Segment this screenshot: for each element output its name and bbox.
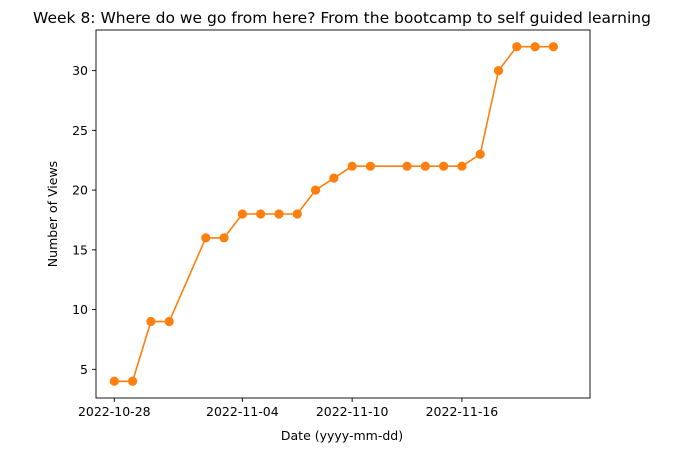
data-point [292, 209, 302, 219]
data-point [237, 209, 247, 219]
data-point [201, 233, 211, 243]
x-axis-label: Date (yyyy-mm-dd) [281, 428, 403, 443]
x-axis: 2022-10-28 2022-11-04 2022-11-10 2022-11-16 [78, 398, 498, 419]
y-tick-label: 30 [72, 63, 88, 78]
data-point [493, 66, 504, 76]
data-point [347, 161, 357, 171]
data-point [548, 42, 559, 52]
data-point [146, 316, 156, 327]
plot-area [109, 42, 559, 386]
data-point [530, 42, 540, 52]
series-line [114, 45, 554, 383]
data-point [256, 209, 266, 219]
y-tick-label: 20 [72, 183, 88, 198]
y-tick-label: 5 [80, 362, 88, 377]
y-tick-label: 15 [72, 242, 88, 257]
data-point [457, 161, 467, 171]
data-point [310, 185, 321, 195]
chart-title: Week 8: Where do we go from here? From t… [33, 9, 651, 27]
x-tick-label: 2022-11-04 [206, 404, 279, 419]
data-point [164, 316, 174, 327]
data-point [329, 173, 339, 183]
data-point [512, 42, 522, 52]
data-point [127, 376, 138, 386]
y-axis: 5 10 15 20 25 30 [72, 63, 96, 377]
data-point [219, 233, 229, 243]
data-point [109, 376, 119, 386]
y-tick-label: 25 [72, 123, 88, 138]
y-tick-label: 10 [72, 302, 88, 317]
data-point [475, 149, 485, 159]
y-axis-label: Number of Views [45, 161, 60, 267]
data-point [365, 161, 376, 171]
x-tick-label: 2022-11-16 [426, 404, 499, 419]
plot-frame [95, 29, 591, 399]
x-tick-label: 2022-11-10 [316, 404, 389, 419]
data-point [439, 161, 449, 171]
x-tick-label: 2022-10-28 [78, 404, 151, 419]
data-point [274, 209, 284, 219]
data-point [420, 161, 430, 171]
data-point [402, 161, 412, 171]
